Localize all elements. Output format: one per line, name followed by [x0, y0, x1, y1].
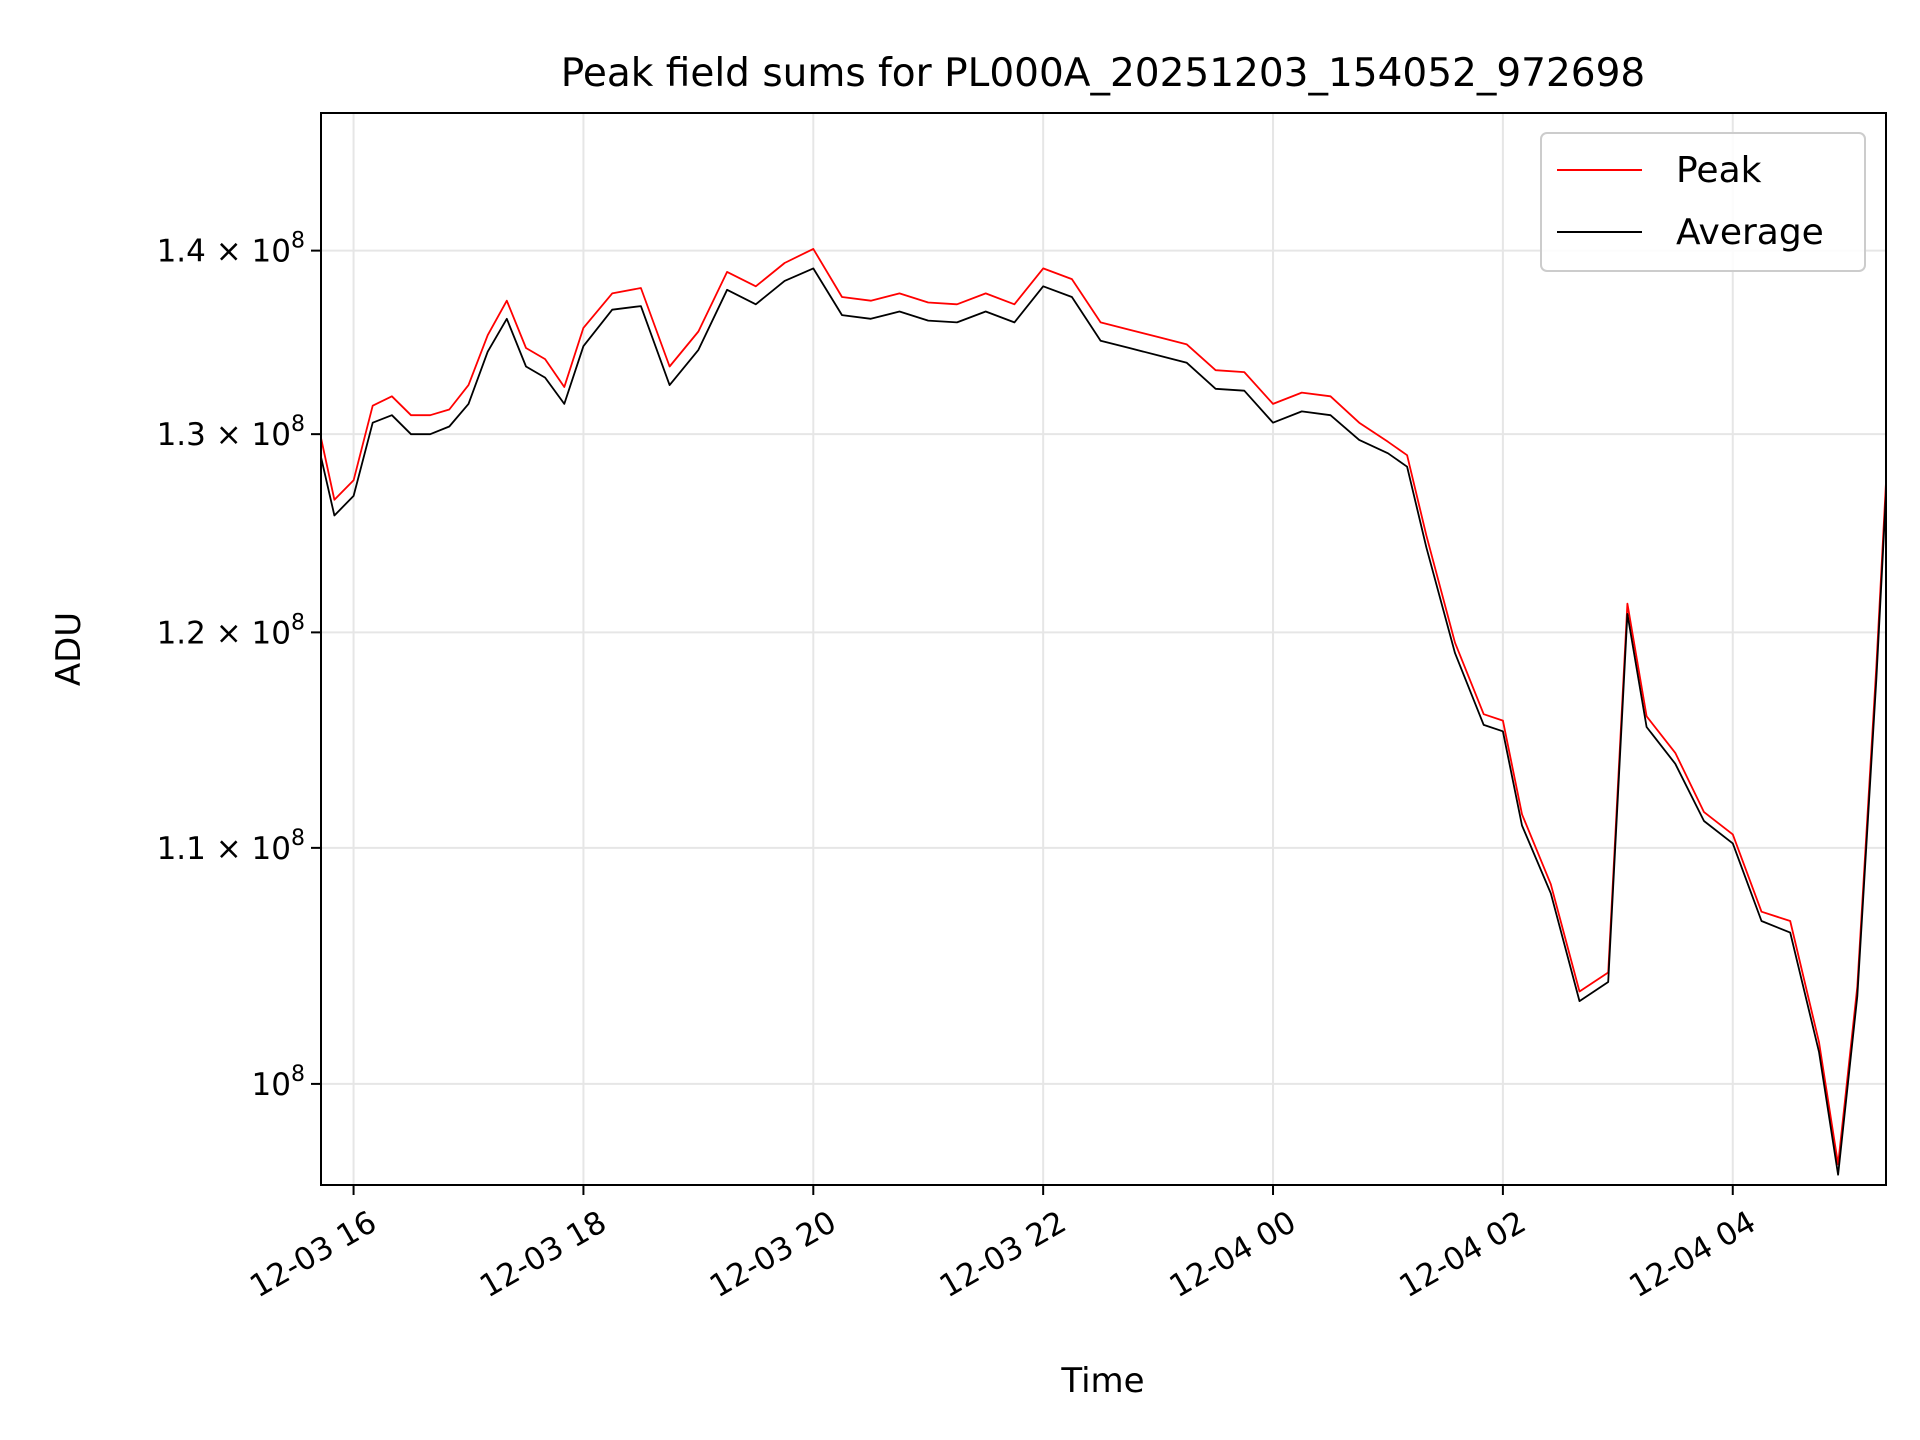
y-tick-label: 1.4 × 108	[157, 229, 305, 270]
y-tick-label: 108	[252, 1062, 305, 1103]
series-line-peak	[321, 247, 1886, 1166]
y-tick-label: 1.1 × 108	[157, 826, 305, 867]
y-axis: 108 1.1 × 108 1.2 × 108 1.3 × 108 1.4 × 108	[157, 229, 321, 1103]
y-tick-label: 1.2 × 108	[157, 610, 305, 651]
y-tick-label: 1.3 × 108	[157, 412, 305, 453]
legend-label-peak: Peak	[1676, 150, 1762, 191]
series-layer	[321, 247, 1886, 1176]
legend-box	[1540, 132, 1866, 272]
chart-title: Peak field sums for PL000A_20251203_1540…	[561, 51, 1645, 96]
y-axis-label: ADU	[49, 612, 89, 686]
x-axis-label: Time	[1060, 1361, 1144, 1401]
series-line-average	[321, 267, 1886, 1176]
legend-label-average: Average	[1676, 212, 1824, 253]
legend: Peak Average	[1540, 132, 1866, 272]
plot-frame	[320, 112, 1887, 1186]
